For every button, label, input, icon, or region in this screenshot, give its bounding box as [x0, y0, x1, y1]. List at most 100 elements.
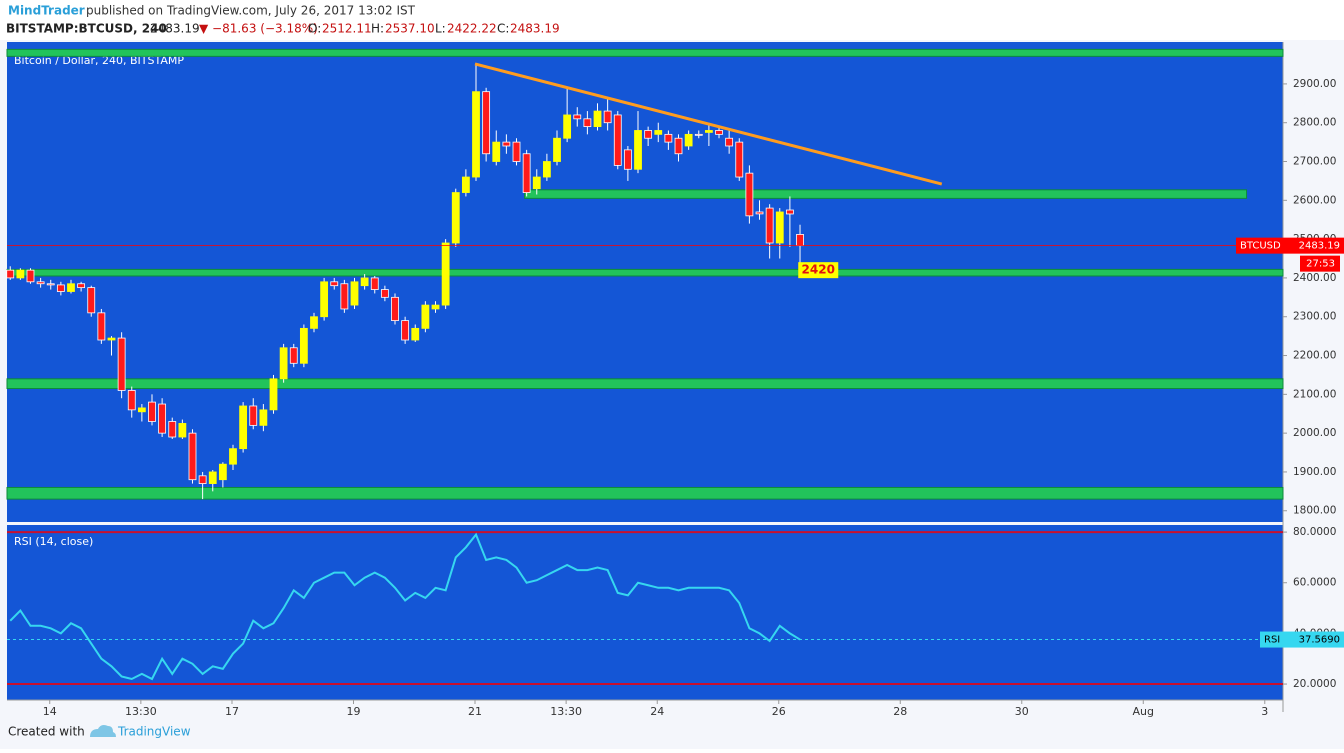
- y-tick-label: 2900.00: [1293, 78, 1336, 90]
- zone: [524, 189, 1248, 199]
- candle-body: [401, 320, 410, 341]
- candle-body: [67, 283, 75, 292]
- x-tick-label: 3: [1261, 705, 1268, 718]
- candle-body: [461, 176, 470, 193]
- candle-body: [218, 463, 227, 481]
- candle-body: [97, 312, 106, 341]
- last-price-box: [1236, 237, 1344, 254]
- change: ▼ −81.63 (−3.18%): [199, 22, 318, 36]
- annotation-box: [798, 262, 839, 279]
- candle-body: [87, 287, 96, 314]
- candle-body: [593, 110, 602, 127]
- x-tick-label: 24: [650, 705, 664, 718]
- tv-logo: [90, 725, 116, 737]
- candle-body: [755, 211, 764, 215]
- x-tick-label: 21: [468, 705, 482, 718]
- candle-body: [522, 153, 531, 193]
- c-value: 2483.19: [510, 22, 560, 36]
- candle-body: [694, 133, 703, 136]
- x-tick-label: Aug: [1133, 705, 1154, 718]
- candle-body: [411, 327, 420, 341]
- candle-body: [472, 91, 480, 178]
- y-tick-label: 2700.00: [1293, 156, 1336, 168]
- candle-body: [168, 421, 177, 438]
- candle-body: [6, 269, 15, 279]
- candle-body: [664, 133, 673, 143]
- x-tick-label: 13:30: [550, 705, 582, 718]
- y-tick-label: 80.0000: [1293, 526, 1336, 538]
- candle-body: [36, 281, 45, 285]
- candle-body: [279, 347, 288, 380]
- candle-body: [158, 403, 167, 434]
- y-tick-label: 2200.00: [1293, 350, 1336, 362]
- candle-body: [340, 283, 349, 310]
- o-value: 2512.11: [322, 22, 372, 36]
- y-tick-label: 2800.00: [1293, 117, 1336, 129]
- candle-body: [583, 118, 592, 127]
- x-tick-label: 26: [772, 705, 786, 718]
- h-value: 2537.10: [385, 22, 435, 36]
- rsi-last-value: 37.5690: [1299, 635, 1340, 646]
- candle-body: [26, 269, 35, 283]
- candle-body: [542, 161, 551, 178]
- candle-body: [239, 405, 248, 450]
- candle-body: [56, 284, 65, 292]
- last-price-value: 2483.19: [1299, 241, 1340, 252]
- x-tick-label: 13:30: [125, 705, 157, 718]
- h-key: H:: [371, 22, 384, 36]
- candle-body: [482, 91, 491, 155]
- rsi-line: [9, 532, 801, 681]
- rsi-pane: [7, 525, 1283, 700]
- candle-body: [623, 149, 632, 170]
- y-tick-label: 2300.00: [1293, 311, 1336, 323]
- candle-body: [188, 432, 197, 481]
- candle-body: [796, 234, 804, 247]
- c-key: C:: [497, 22, 509, 36]
- zone: [6, 48, 1284, 57]
- annotation: 2420: [802, 263, 835, 277]
- y-tick-label: 2000.00: [1293, 427, 1336, 439]
- last-price-name: BTCUSD: [1240, 241, 1281, 252]
- candle-body: [613, 114, 622, 166]
- candle-body: [715, 130, 723, 135]
- candle-body: [431, 304, 440, 310]
- candle-body: [229, 448, 237, 465]
- candle-body: [684, 133, 693, 147]
- symbol: BITSTAMP:BTCUSD, 240: [6, 22, 167, 36]
- header-bg: [0, 0, 1344, 40]
- candle-body: [249, 405, 258, 426]
- x-tick-label: 28: [893, 705, 907, 718]
- candle-body: [765, 207, 774, 244]
- candle-body: [573, 114, 582, 120]
- price-legend: Bitcoin / Dollar, 240, BITSTAMP: [14, 54, 184, 67]
- candle-body: [451, 192, 460, 244]
- countdown: 27:53: [1306, 259, 1335, 270]
- zone: [6, 486, 1284, 500]
- y-tick-label: 20.0000: [1293, 678, 1336, 690]
- y-tick-label: 1800.00: [1293, 505, 1336, 517]
- candle-body: [421, 304, 430, 329]
- x-tick-label: 17: [225, 705, 239, 718]
- candle-body: [107, 337, 116, 341]
- rsi-last-box: [1260, 631, 1344, 648]
- candle-body: [350, 281, 359, 306]
- candle-body: [644, 130, 653, 139]
- candle-body: [563, 114, 572, 139]
- candle-body: [370, 277, 379, 290]
- candle-body: [603, 110, 612, 124]
- brand[interactable]: TradingView: [117, 725, 191, 739]
- candle-body: [775, 211, 784, 244]
- l-key: L:: [435, 22, 446, 36]
- candle-body: [198, 475, 207, 484]
- author[interactable]: MindTrader: [8, 4, 85, 18]
- candle-body: [299, 327, 308, 364]
- rsi-last-name: RSI: [1264, 635, 1280, 646]
- candle-body: [16, 269, 25, 279]
- o-key: O:: [308, 22, 321, 36]
- l-value: 2422.22: [447, 22, 497, 36]
- candle-body: [674, 137, 683, 155]
- countdown-box: [1300, 255, 1340, 272]
- candle-body: [380, 289, 389, 298]
